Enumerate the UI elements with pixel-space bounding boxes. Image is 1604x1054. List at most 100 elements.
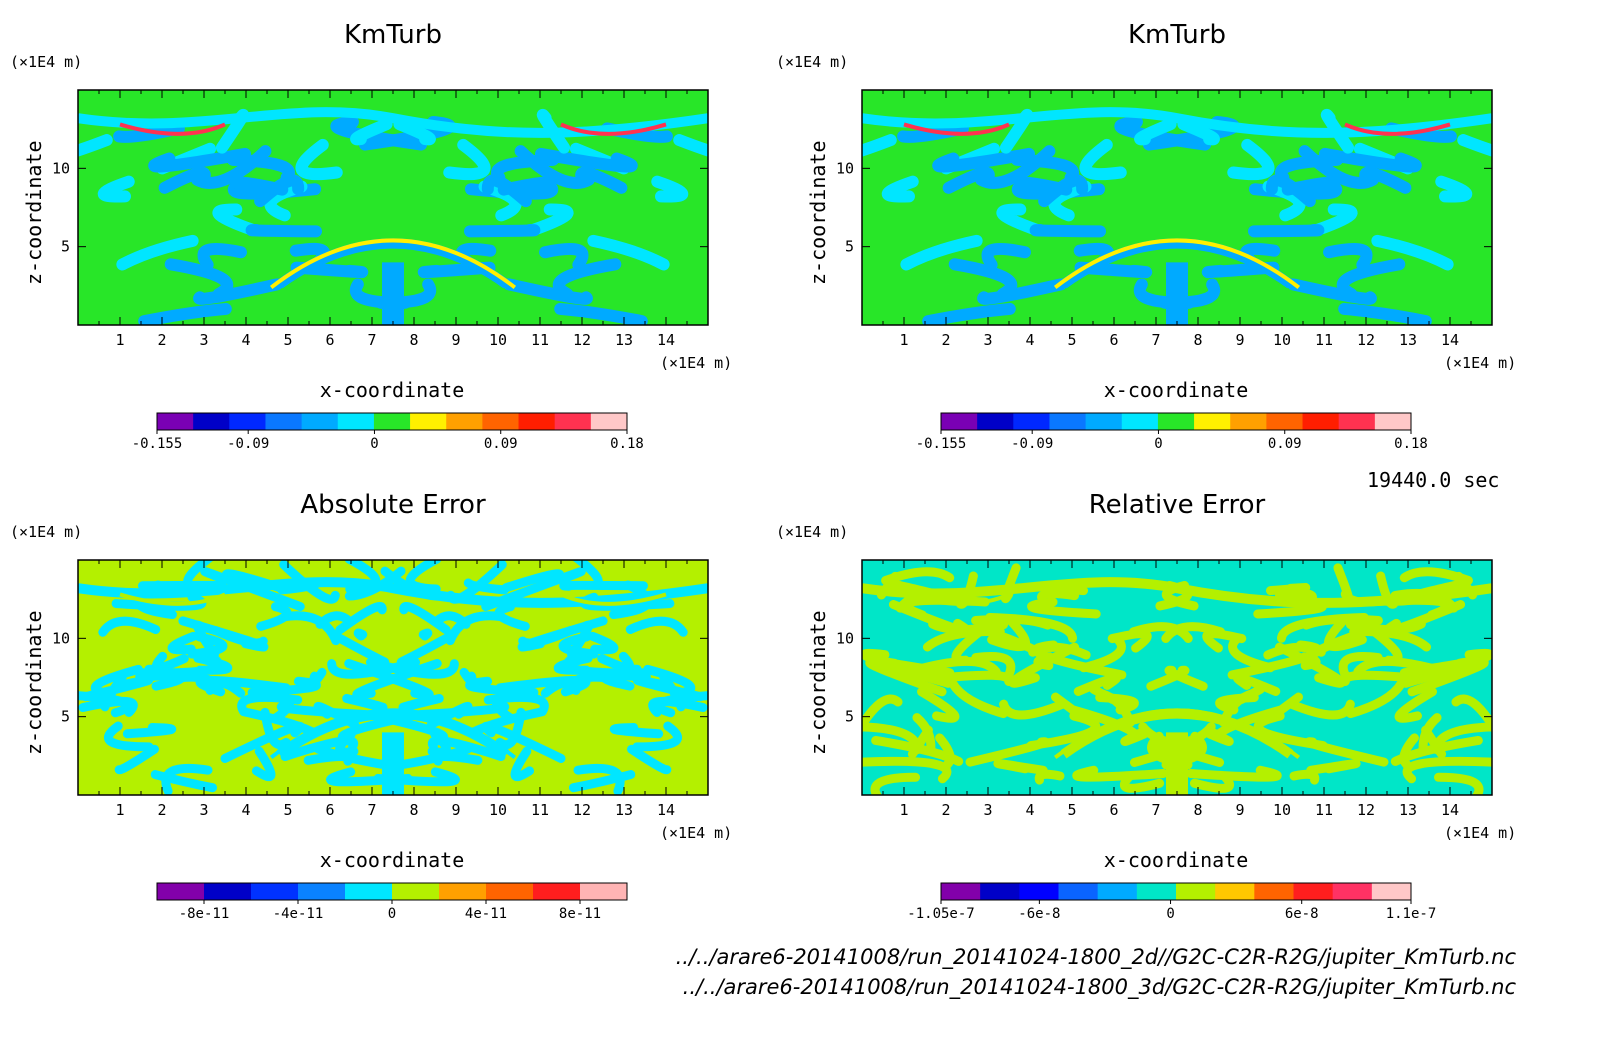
field-swirl — [1407, 657, 1489, 697]
y-tick-label: 10 — [836, 159, 854, 177]
field-swirl — [554, 302, 648, 325]
colorbar-swatch — [1215, 883, 1255, 900]
field-swirl — [1346, 678, 1406, 719]
field-swirl — [1421, 725, 1447, 759]
field-swirl — [1227, 138, 1275, 181]
field-swirl — [865, 657, 947, 697]
x-tick-label: 6 — [325, 331, 334, 349]
colorbar-swatch — [1332, 883, 1373, 900]
field-swirl — [150, 770, 218, 793]
field-swirl — [280, 611, 341, 646]
x-tick-label: 1 — [899, 801, 908, 819]
x-tick-label: 12 — [573, 331, 591, 349]
field-swirl — [1289, 769, 1320, 785]
x-tick-label: 2 — [941, 801, 950, 819]
x-tick-label: 7 — [1151, 801, 1160, 819]
panel4-y-unit: (×1E4 m) — [776, 523, 849, 541]
x-tick-label: 14 — [1441, 331, 1459, 349]
field-swirl — [178, 616, 269, 652]
field-top-feature — [560, 122, 667, 136]
field-top-layer — [862, 107, 1492, 138]
field-swirl — [1323, 242, 1373, 271]
field-swirl — [1274, 642, 1346, 688]
colorbar-swatch — [337, 413, 375, 430]
field-swirl — [97, 175, 135, 203]
field-swirl — [1433, 772, 1484, 795]
field-swirl — [220, 721, 305, 763]
colorbar-tick-label: 0.09 — [1268, 436, 1302, 452]
field-swirl — [632, 721, 683, 752]
field-swirl — [1320, 108, 1355, 154]
colorbar-tick-label: 4e-11 — [465, 906, 507, 922]
colorbar-swatch — [301, 413, 339, 430]
field-swirl — [573, 763, 625, 795]
field-top-layer — [862, 577, 1492, 608]
field-swirl — [226, 153, 295, 184]
x-tick-label: 12 — [1357, 801, 1375, 819]
field-swirl — [1311, 203, 1358, 236]
x-tick-label: 1 — [115, 801, 124, 819]
field-swirl — [870, 772, 921, 795]
x-tick-label: 11 — [1315, 801, 1333, 819]
field-swirl — [1008, 642, 1080, 688]
time-label: 19440.0 sec — [1367, 468, 1500, 492]
colorbar-swatch — [1157, 413, 1195, 430]
x-tick-label: 4 — [241, 331, 250, 349]
colorbar-swatch — [251, 883, 299, 900]
field-swirl — [609, 723, 664, 739]
field-swirl — [1435, 175, 1473, 203]
field-swirl — [888, 599, 973, 636]
colorbar-swatch — [373, 413, 411, 430]
field-swirl — [881, 175, 919, 203]
field-swirl — [897, 122, 969, 143]
field-swirl — [342, 694, 388, 712]
colorbar-frame — [940, 882, 1412, 901]
field-swirl — [540, 678, 581, 698]
field-swirl — [588, 631, 619, 655]
colorbar-tick-label: 0.18 — [610, 436, 644, 452]
field-swirl — [999, 699, 1067, 720]
field-swirl — [1016, 176, 1073, 196]
field-swirl — [1228, 634, 1275, 673]
field-swirl — [1394, 687, 1437, 723]
field-swirl — [212, 203, 259, 236]
y-tick-label: 10 — [52, 159, 70, 177]
x-tick-label: 10 — [1273, 801, 1291, 819]
colorbar-swatch — [1371, 883, 1412, 900]
field-swirl — [193, 278, 283, 305]
panel4-x-unit: (×1E4 m) — [1444, 824, 1517, 842]
panel1-x-unit: (×1E4 m) — [660, 354, 733, 372]
colorbar-swatch — [482, 413, 520, 430]
field-swirl — [996, 203, 1043, 236]
field-swirl — [1318, 147, 1422, 173]
colorbar-swatch — [229, 413, 266, 430]
colorbar-tick-label: 0.09 — [484, 436, 518, 452]
field-swirl — [148, 147, 252, 173]
colorbar-swatch — [590, 413, 628, 430]
panel2-title: KmTurb — [1128, 20, 1226, 50]
field-top-feature — [119, 122, 226, 136]
field-swirl — [993, 759, 1048, 775]
colorbar-tick-label: -0.09 — [1011, 436, 1053, 452]
file-path-1: ../../arare6-20141008/run_20141024-1800_… — [675, 945, 1516, 969]
colorbar-swatch — [533, 883, 581, 900]
field-dome — [1060, 238, 1294, 289]
field-swirl — [251, 746, 276, 782]
x-tick-label: 2 — [941, 331, 950, 349]
colorbar-swatch — [980, 883, 1020, 900]
y-tick-label: 5 — [845, 238, 854, 256]
field-swirl — [353, 628, 368, 641]
x-tick-label: 10 — [1273, 331, 1291, 349]
field-swirl — [497, 176, 554, 196]
colorbar-swatch — [193, 413, 230, 430]
y-tick-label: 5 — [845, 708, 854, 726]
colorbar-swatch — [1374, 413, 1412, 430]
colorbar-tick-label: 1.1e-7 — [1386, 906, 1437, 922]
field-swirl — [315, 611, 354, 629]
field-swirl — [609, 580, 653, 620]
field-swirl — [138, 302, 232, 325]
x-tick-label: 4 — [1025, 801, 1034, 819]
panel2-y-unit: (×1E4 m) — [776, 53, 849, 71]
x-tick-label: 2 — [157, 801, 166, 819]
